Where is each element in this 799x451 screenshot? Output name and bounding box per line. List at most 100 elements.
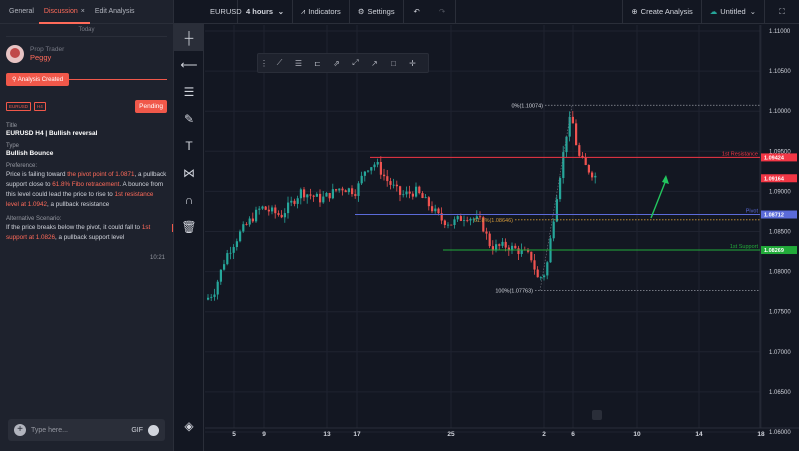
price-label-box [761,153,797,162]
candle-body [309,194,312,196]
candle-body [578,145,581,156]
price-label-box [761,246,797,255]
candle-body [437,208,440,214]
candle-body [399,186,402,195]
redo-button[interactable]: ↷ [430,0,456,24]
horizontal-line-icon[interactable]: ⟵ [180,57,198,72]
trash-icon[interactable]: 🗑 [181,219,197,234]
crosshair-icon[interactable]: ✛ [409,58,416,68]
close-icon[interactable]: × [80,7,85,15]
preference-highlight: the pivot point of 1.0871 [67,171,135,178]
y-tick-label: 1.06500 [769,390,791,396]
fib-label: 100%(1.07763) [495,289,533,295]
candle-body [463,220,466,221]
tab-discussion[interactable]: Discussion × [38,0,90,24]
avatar[interactable] [6,45,24,63]
chart-canvas[interactable]: 1.11000 1.10500 1.10000 1.09500 1.09000 1.085… [205,25,799,451]
candle-body [360,175,363,184]
candle-body [392,184,395,186]
chevron-down-icon: ⌄ [277,7,284,16]
type-value: Bullish Bounce [6,150,54,157]
pitchfork-icon[interactable]: ⊏ [314,58,321,68]
fib-retracement-icon[interactable]: ☰ [183,84,195,99]
plus-circle-icon: ⊕ [631,7,638,16]
pattern-icon[interactable]: ⋈ [183,165,195,180]
arrow-line-icon[interactable]: ↗ [371,58,378,68]
candle-body [421,193,424,198]
parallel-channel-icon[interactable]: ☰ [294,58,303,68]
add-attachment-icon[interactable]: + [14,424,26,436]
settings-button[interactable]: ⚙ Settings [350,0,404,24]
level-name: 1st Support [730,244,759,250]
layout-menu[interactable]: ☁ Untitled ⌄ [702,0,765,24]
tab-discussion-label: Discussion [43,7,78,15]
create-analysis-label: Create Analysis [640,7,693,16]
candle-body [434,208,437,212]
gear-icon: ⚙ [357,7,365,16]
fullscreen-button[interactable]: ⛶ [765,0,799,24]
lightbulb-icon [592,410,602,420]
title-value: EURUSD H4 | Bullish reversal [6,130,98,137]
author-name[interactable]: Peggy [30,53,52,62]
price-label: 1.08712 [764,213,784,219]
tab-general[interactable]: General [9,7,34,15]
message-author: Prop Trader Peggy [0,37,173,67]
candle-body [418,186,421,194]
candle-body [303,189,306,198]
x-tick-label: 18 [757,431,765,438]
extended-line-icon[interactable]: ⤢ [352,58,359,67]
candle-body [223,264,226,270]
crosshair-icon[interactable]: ┼ [174,24,204,51]
candle-body [466,220,469,221]
alternative-highlight: 1st support at 1.0826 [6,224,151,241]
candle-body [495,244,498,251]
candle-body [235,241,238,248]
preference-part: Price is failing toward [6,171,68,178]
text-icon[interactable]: T [185,138,193,153]
symbol-search[interactable]: EURUSD [174,0,242,24]
trend-line-icon[interactable]: ⟋ [276,58,283,67]
alternative-part: , a pullback support level [55,234,125,241]
x-tick-label: 25 [447,431,455,438]
ray-icon[interactable]: ⇗ [333,58,340,68]
chat-panel: General Discussion × Edit Analysis Today … [0,0,174,451]
preference-highlight: 1st resistance level at 1.0942 [6,191,154,208]
x-tick-label: 9 [262,431,266,438]
cloud-icon: ☁ [709,7,718,16]
candle-body [251,218,254,222]
preference-text: Price is failing toward the pivot point … [6,170,167,210]
candle-body [341,188,344,191]
candle-body [575,123,578,146]
create-analysis-button[interactable]: ⊕ Create Analysis [622,0,702,24]
title-label: Title [6,123,18,129]
level-name: Pivot [746,209,759,215]
candle-body [210,296,213,298]
emoji-icon[interactable] [148,424,159,436]
indicators-button[interactable]: ⩘ Indicators [293,0,350,24]
gif-button[interactable]: GIF [131,426,143,434]
layers-icon[interactable]: ◈ [184,418,194,433]
candle-body [232,247,235,253]
price-chart[interactable]: 1.11000 1.10500 1.10000 1.09500 1.09000 1.085… [205,25,799,451]
brush-icon[interactable]: ✎ [183,111,195,126]
candle-body [338,188,341,191]
analysis-created-banner: ⚲ Analysis Created [6,73,167,86]
y-tick-label: 1.07500 [769,310,791,316]
candle-body [543,275,546,278]
analysis-created-text: Analysis Created [17,77,64,83]
magnet-icon[interactable]: ∩ [184,192,194,207]
interval-selector[interactable]: 4 hours ⌄ [238,0,293,24]
candle-body [283,213,286,218]
price-label: 1.08269 [764,248,784,254]
candle-body [527,250,530,252]
drag-handle-icon[interactable]: ⋮ [260,58,268,68]
y-tick-label: 1.11000 [769,29,791,35]
candle-body [514,245,517,249]
tab-edit-analysis[interactable]: Edit Analysis [94,7,135,15]
status-badge[interactable]: Pending [135,100,167,113]
undo-button[interactable]: ↶ [404,0,430,24]
candle-body [498,244,501,246]
rectangle-icon[interactable]: □ [391,58,396,68]
chat-input[interactable]: Type here... [31,426,68,434]
candle-body [511,245,514,251]
